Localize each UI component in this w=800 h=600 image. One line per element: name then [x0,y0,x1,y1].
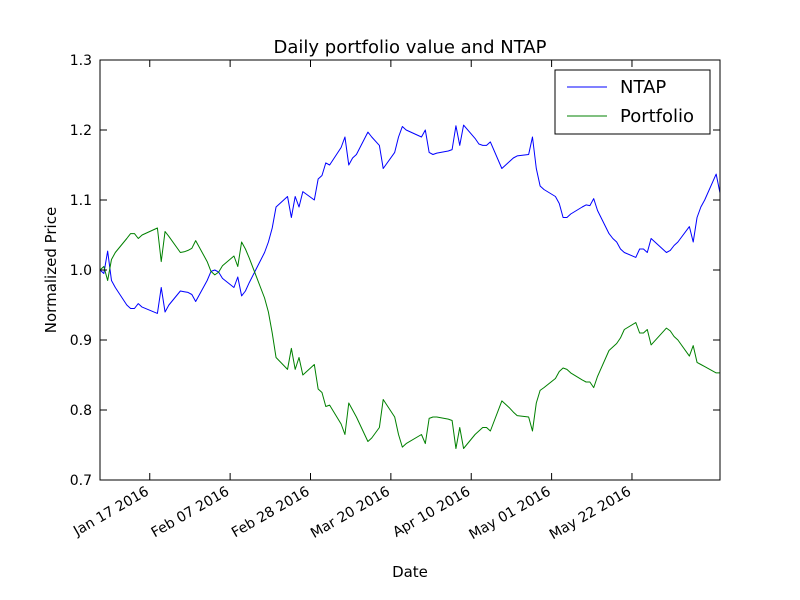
x-tick-label: Jan 17 2016 [70,484,152,540]
y-tick-label: 1.3 [70,53,92,69]
x-tick-label: Apr 10 2016 [390,484,473,541]
x-tick-label: Feb 07 2016 [149,484,233,541]
x-tick-label: May 01 2016 [467,484,554,544]
y-axis-label: Normalized Price [42,207,60,333]
y-tick-label: 1.0 [70,263,92,279]
legend-label-portfolio: Portfolio [620,106,694,127]
chart-title: Daily portfolio value and NTAP [274,37,547,58]
x-axis-label: Date [392,563,428,581]
y-tick-label: 1.1 [70,193,92,209]
y-tick-label: 1.2 [70,123,92,139]
series-line-portfolio [100,227,720,449]
y-tick-label: 0.8 [70,403,92,419]
x-tick-label: Feb 28 2016 [229,484,313,541]
y-tick-label: 0.7 [70,473,92,489]
series-layer [100,124,720,449]
legend-box [554,69,711,135]
x-tick-label: May 22 2016 [547,484,634,544]
series-line-ntap [100,124,720,314]
legend: NTAP Portfolio [554,69,711,135]
y-axis: 0.7 0.8 0.9 1.0 1.1 1.2 1.3 [70,53,720,489]
legend-label-ntap: NTAP [620,77,666,98]
x-tick-label: Mar 20 2016 [308,484,393,542]
y-tick-label: 0.9 [70,333,92,349]
